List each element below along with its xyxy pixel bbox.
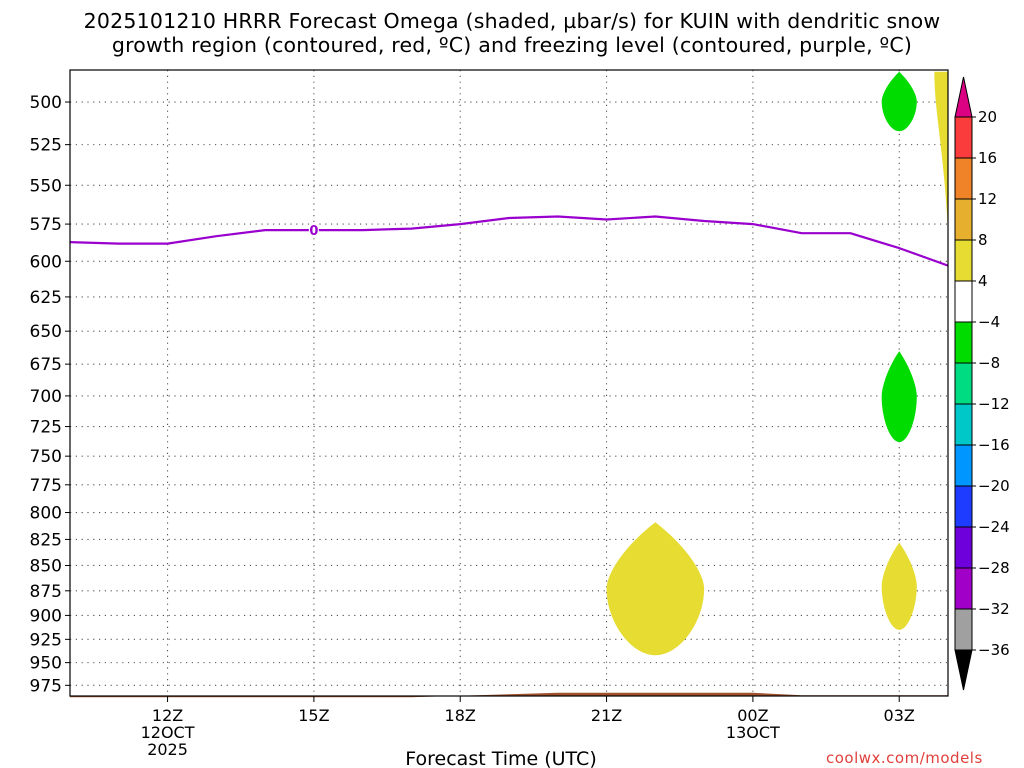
y-tick-label: 975 <box>30 676 62 696</box>
plot-frame <box>69 69 949 697</box>
grid-lines <box>70 70 948 696</box>
y-tick-label: 725 <box>30 418 62 438</box>
colorbar-label: 20 <box>978 108 997 126</box>
chart-title-line-2: growth region (contoured, red, ºC) and f… <box>111 33 913 57</box>
colorbar-segment <box>954 198 973 241</box>
x-tick-label: 12Z <box>152 706 183 725</box>
y-tick-label: 925 <box>30 630 62 650</box>
x-tick-label: 15Z <box>298 706 329 725</box>
x-tick-date: 13OCT <box>726 723 780 742</box>
contour-label-bg <box>308 222 319 238</box>
y-tick-label: 700 <box>30 387 62 407</box>
colorbar-label: −8 <box>978 354 1000 372</box>
colorbar-label: 4 <box>978 272 988 290</box>
colorbar-segment <box>954 362 973 405</box>
colorbar-label: 12 <box>978 190 997 208</box>
x-tick-date: 12OCT <box>141 723 195 742</box>
colorbar-segment <box>954 608 973 651</box>
colorbar-segment <box>954 280 973 323</box>
y-tick-label: 600 <box>30 252 62 272</box>
x-tick-label: 03Z <box>884 706 915 725</box>
freezing-level-contour: 0 <box>69 215 949 267</box>
y-tick-label: 675 <box>30 355 62 375</box>
colorbar-label: 8 <box>978 231 988 249</box>
y-tick-label: 500 <box>30 93 62 113</box>
omega-region <box>881 71 917 132</box>
y-tick-label: 575 <box>30 215 62 235</box>
colorbar-segment <box>954 403 973 446</box>
colorbar-segment <box>954 444 973 487</box>
omega-region <box>934 71 948 232</box>
omega-region <box>881 542 917 630</box>
freezing-level-label: 0 <box>309 224 318 239</box>
colorbar-segment <box>954 485 973 528</box>
colorbar-label: −36 <box>978 641 1010 659</box>
x-tick-label: 18Z <box>445 706 476 725</box>
colorbar-segment <box>954 567 973 610</box>
freezing-level-line <box>69 215 949 267</box>
y-tick-label: 875 <box>30 582 62 602</box>
omega-shading <box>606 71 948 656</box>
x-tick-label: 00Z <box>737 706 768 725</box>
chart-title-line-1: 2025101210 HRRR Forecast Omega (shaded, … <box>83 9 941 33</box>
y-axis-ticks: 500 525 550 575 600 625 650 675 700 725 750 775 800 8… <box>30 93 70 696</box>
colorbar-label: −16 <box>978 436 1010 454</box>
colorbar-segment <box>954 239 973 282</box>
colorbar-label: −32 <box>978 600 1010 618</box>
colorbar-extend-bottom <box>954 649 973 691</box>
colorbar-segment <box>954 321 973 364</box>
x-tick-year: 2025 <box>147 740 188 759</box>
y-tick-label: 525 <box>30 136 62 156</box>
omega-region <box>606 522 705 656</box>
y-tick-label: 550 <box>30 176 62 196</box>
colorbar-label: −12 <box>978 395 1010 413</box>
colorbar-segment <box>954 526 973 569</box>
y-tick-label: 625 <box>30 288 62 308</box>
y-tick-label: 800 <box>30 504 62 524</box>
omega-region <box>881 351 917 443</box>
y-tick-label: 900 <box>30 606 62 626</box>
colorbar-label: −20 <box>978 477 1010 495</box>
colorbar: 20 16 12 8 4 −4 −8 −12 −16 −20 −24 −28 −32 −36 <box>954 76 1010 691</box>
colorbar-label: −24 <box>978 518 1010 536</box>
y-tick-label: 650 <box>30 322 62 342</box>
y-tick-label: 850 <box>30 556 62 576</box>
x-axis-label: Forecast Time (UTC) <box>405 748 596 768</box>
x-tick-label: 21Z <box>591 706 622 725</box>
colorbar-extend-top <box>954 76 973 118</box>
colorbar-label: −4 <box>978 313 1000 331</box>
y-tick-label: 750 <box>30 447 62 467</box>
colorbar-label: −28 <box>978 559 1010 577</box>
y-tick-label: 825 <box>30 530 62 550</box>
colorbar-label: 16 <box>978 149 997 167</box>
y-tick-label: 950 <box>30 654 62 674</box>
colorbar-segment <box>954 116 973 159</box>
colorbar-segment <box>954 157 973 200</box>
credit-text[interactable]: coolwx.com/models <box>826 749 983 767</box>
y-tick-label: 775 <box>30 476 62 496</box>
